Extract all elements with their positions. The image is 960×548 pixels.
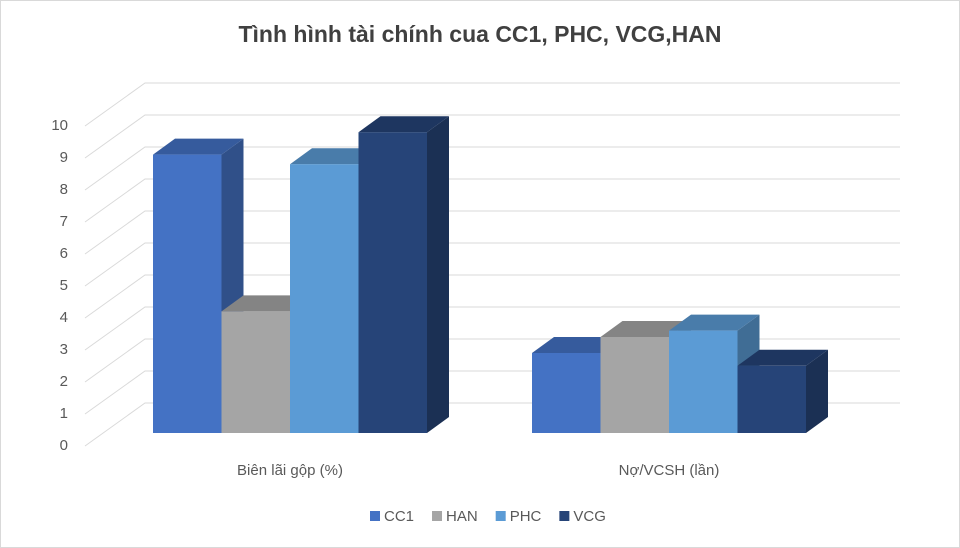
bar-top xyxy=(669,314,760,331)
chart-title: Tình hình tài chính cua CC1, PHC, VCG,HA… xyxy=(238,21,721,47)
legend-swatch xyxy=(495,511,506,521)
bar xyxy=(221,311,290,433)
bar xyxy=(737,365,806,433)
y-tick-label: 9 xyxy=(60,149,68,166)
bar-top xyxy=(532,337,623,353)
y-tick-label: 7 xyxy=(60,213,68,230)
y-tick-label: 8 xyxy=(60,181,68,198)
grid-line xyxy=(84,114,900,159)
bar-top xyxy=(290,148,381,165)
y-tick-label: 2 xyxy=(60,373,68,390)
y-tick-label: 5 xyxy=(60,277,68,294)
y-tick-label: 6 xyxy=(60,245,68,262)
grid-line xyxy=(84,210,900,255)
legend-swatch xyxy=(559,511,570,521)
y-tick-label: 10 xyxy=(51,117,68,134)
bar-top xyxy=(358,116,449,133)
grid-line xyxy=(84,242,900,287)
x-tick-label: Biên lãi gộp (%) xyxy=(237,462,343,479)
bar-top xyxy=(221,295,312,312)
bar xyxy=(532,353,601,433)
legend-label: CC1 xyxy=(384,508,414,525)
bar-top xyxy=(600,321,691,337)
grid-line xyxy=(84,178,900,223)
grid-line xyxy=(84,82,900,127)
grid-line xyxy=(84,306,900,351)
grid-line xyxy=(84,146,900,191)
y-tick-label: 3 xyxy=(60,341,68,358)
legend-label: VCG xyxy=(573,508,606,525)
bar xyxy=(290,164,359,433)
bar xyxy=(669,330,738,433)
bar-top xyxy=(737,349,828,366)
x-tick-label: Nợ/VCSH (lần) xyxy=(619,462,720,479)
grid-line xyxy=(84,274,900,319)
bar xyxy=(358,132,427,433)
bar xyxy=(600,337,669,433)
legend-label: PHC xyxy=(510,508,542,525)
y-tick-label: 0 xyxy=(60,437,68,454)
y-tick-label: 4 xyxy=(60,309,68,326)
legend-label: HAN xyxy=(446,508,478,525)
bar-side xyxy=(806,349,828,433)
legend-swatch xyxy=(432,511,443,521)
bar-side xyxy=(427,116,449,433)
legend-swatch xyxy=(370,511,380,521)
bar-top xyxy=(153,138,244,155)
y-tick-label: 1 xyxy=(60,405,68,422)
bar xyxy=(153,154,222,433)
